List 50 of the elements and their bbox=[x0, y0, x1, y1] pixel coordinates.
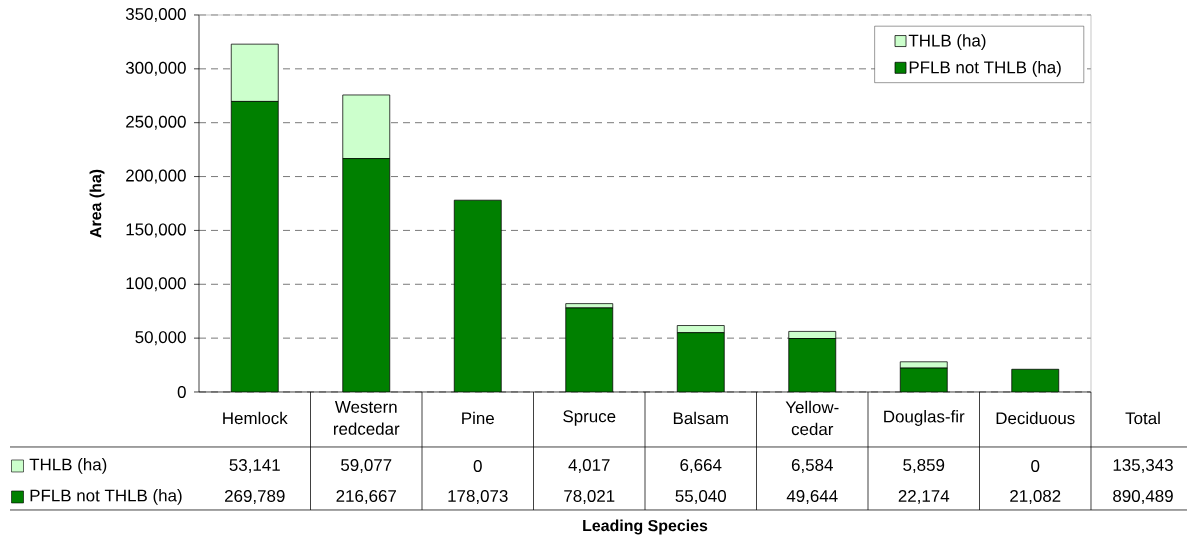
y-tick-label: 50,000 bbox=[135, 331, 186, 346]
text: 890,489 bbox=[1113, 489, 1173, 504]
x-tick-label: Deciduous bbox=[996, 411, 1075, 425]
bar bbox=[900, 368, 948, 392]
bar bbox=[565, 307, 613, 392]
data-label: 78,021 bbox=[564, 489, 615, 504]
x-tick-label: Yellow-cedar bbox=[785, 400, 839, 436]
data-label: 216,667 bbox=[336, 489, 396, 504]
data-label: 269,789 bbox=[225, 489, 285, 504]
y-tick-label: 150,000 bbox=[126, 223, 186, 238]
x-tick-label: Pine bbox=[462, 411, 494, 425]
y-tick-label: 100,000 bbox=[126, 277, 186, 292]
data-label: 6,664 bbox=[680, 458, 722, 473]
y-tick-label: 0 bbox=[177, 385, 186, 398]
x-tick-label: Spruce bbox=[563, 410, 616, 426]
data-label: 6,584 bbox=[791, 458, 833, 473]
x-tick-label: Western redcedar bbox=[333, 401, 400, 435]
x-tick-label: Balsam bbox=[673, 411, 728, 425]
text: THLB (ha) bbox=[29, 458, 107, 474]
data-label: 21,082 bbox=[1010, 489, 1061, 504]
data-label: 55,040 bbox=[675, 489, 726, 504]
data-label: 178,073 bbox=[448, 489, 508, 504]
data-label: 22,174 bbox=[898, 489, 950, 504]
bar bbox=[1011, 368, 1060, 392]
bar bbox=[454, 200, 502, 392]
data-label: 59,077 bbox=[341, 458, 392, 473]
data-label: 49,644 bbox=[786, 489, 838, 504]
bar bbox=[788, 331, 837, 339]
y-axis-title: Area (ha) bbox=[89, 169, 105, 238]
data-label: 4,017 bbox=[568, 458, 610, 473]
y-tick-label: 350,000 bbox=[125, 7, 186, 22]
text: PFLB not THLB (ha) bbox=[30, 489, 182, 505]
x-tick-label: Hemlock bbox=[223, 411, 288, 425]
bar bbox=[677, 332, 725, 392]
bar bbox=[231, 101, 279, 392]
x-tick-label: Douglas-fir bbox=[884, 410, 965, 426]
data-label: 0 bbox=[473, 459, 482, 472]
bar bbox=[788, 338, 836, 392]
legend-label: PFLB not THLB (ha) bbox=[909, 60, 1061, 77]
bar bbox=[342, 158, 390, 392]
data-label: 5,859 bbox=[903, 458, 945, 473]
y-tick-label: 250,000 bbox=[126, 115, 186, 130]
text: Leading Species bbox=[583, 519, 708, 535]
legend-label: THLB (ha) bbox=[908, 34, 986, 50]
y-tick-label: 300,000 bbox=[125, 61, 186, 76]
text: 135,343 bbox=[1113, 458, 1173, 473]
y-tick-label: 200,000 bbox=[126, 169, 186, 184]
text: Total bbox=[1125, 411, 1160, 425]
data-label: 53,141 bbox=[229, 458, 280, 473]
data-label: 0 bbox=[1031, 459, 1040, 472]
